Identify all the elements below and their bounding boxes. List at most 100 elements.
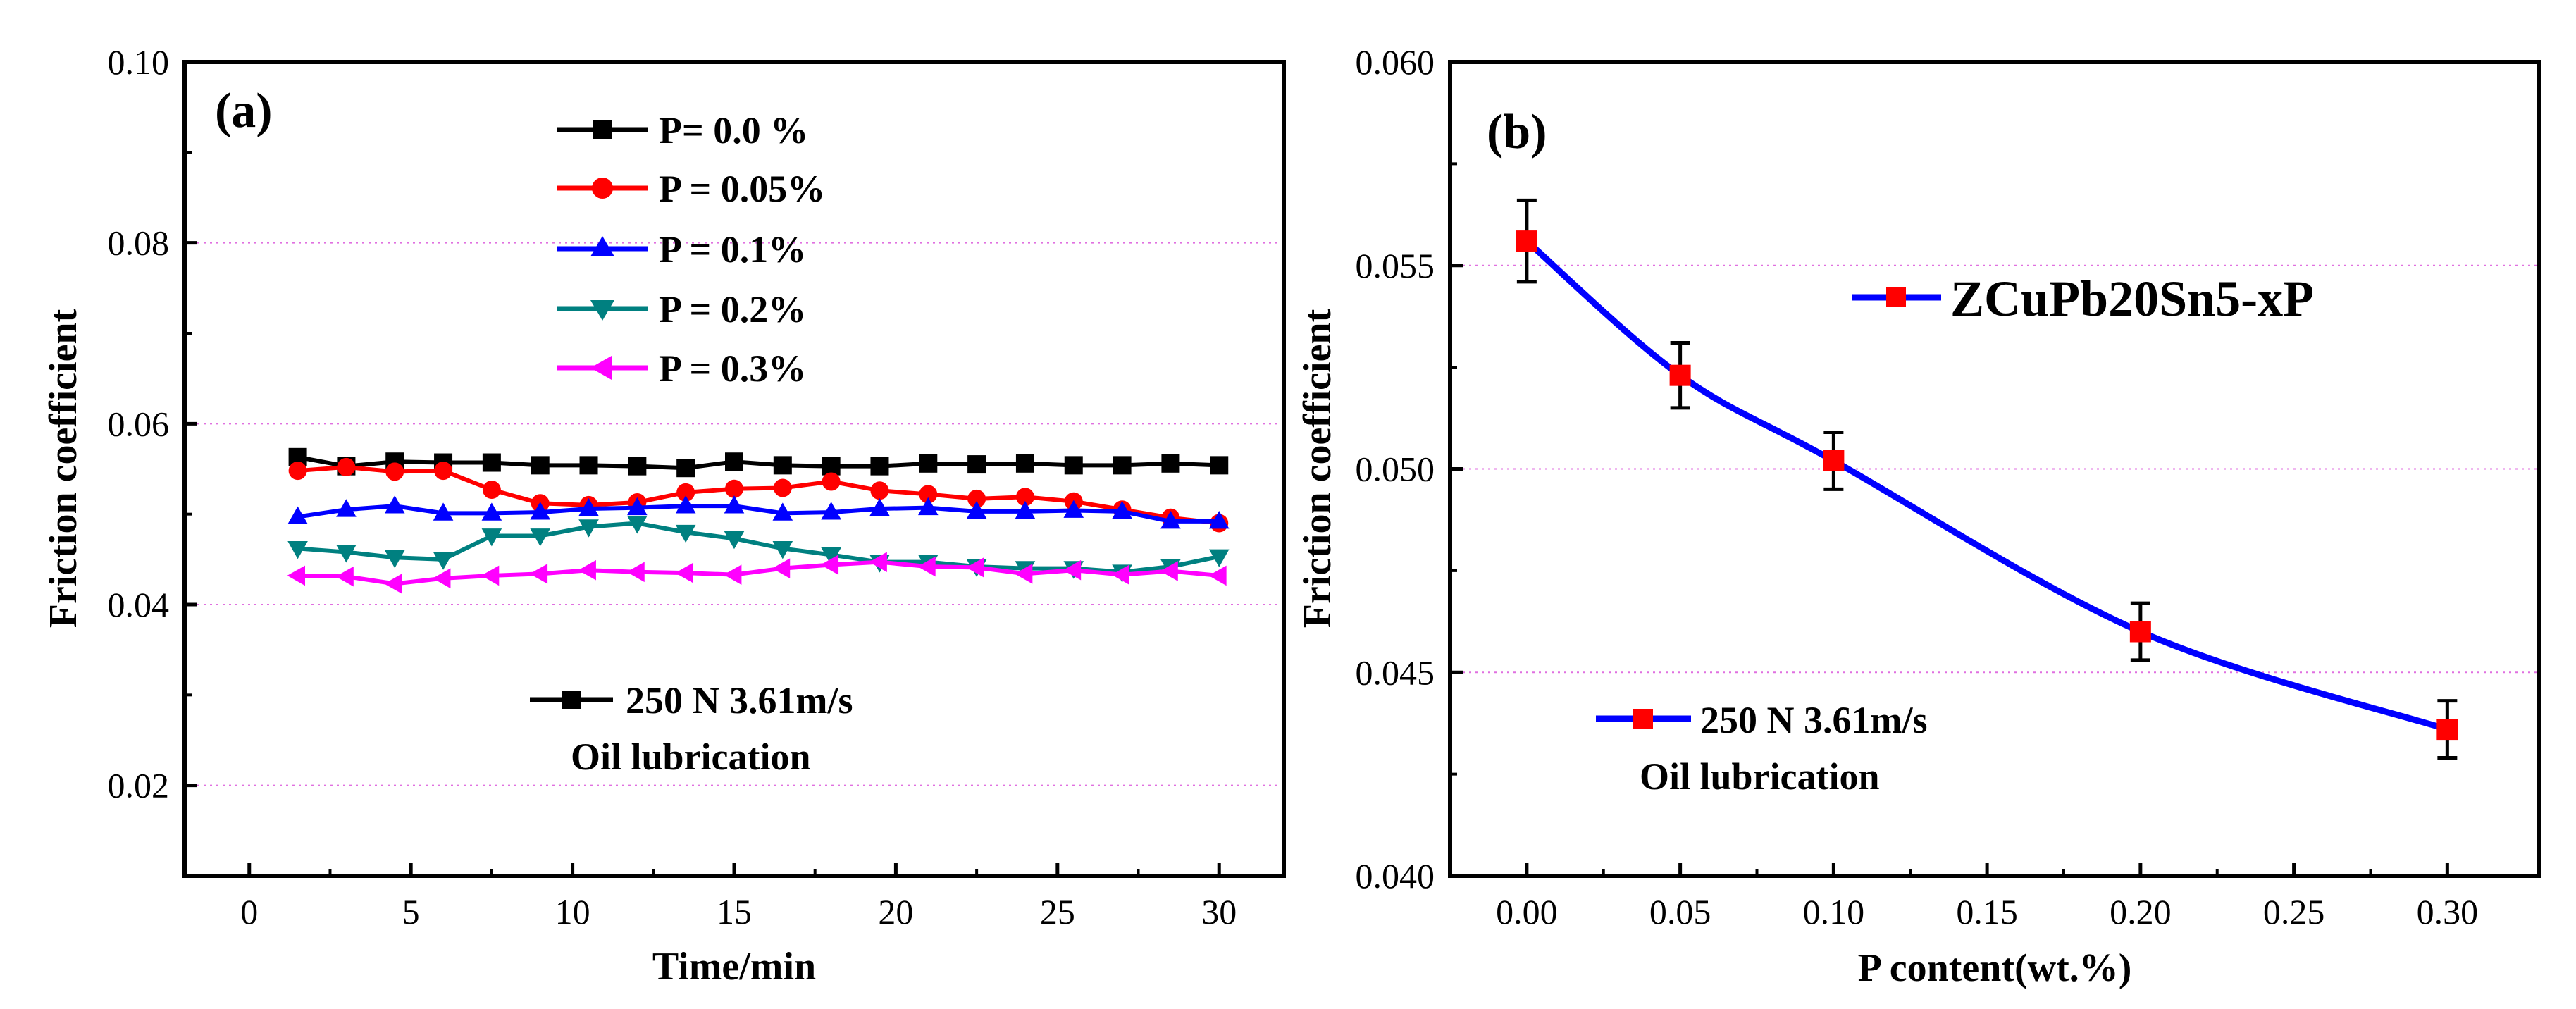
legend-entry-p-03: P = 0.3% bbox=[557, 347, 806, 390]
a-point-p-0-3-0 bbox=[287, 565, 305, 586]
a-point-p-0-1-2 bbox=[384, 495, 405, 514]
a-point-p-0-1-12 bbox=[869, 498, 890, 516]
a-point-p-0-0-5 bbox=[531, 456, 550, 475]
legend-label-p-01: P = 0.1% bbox=[659, 228, 806, 271]
b-x-tick-label-0-00: 0.00 bbox=[1496, 892, 1558, 931]
b-test-condition-annotation: 250 N 3.61m/s Oil lubrication bbox=[1596, 699, 1928, 798]
b-x-tick-label-0-30: 0.30 bbox=[2417, 892, 2479, 931]
a-x-tick-label-20: 20 bbox=[878, 892, 913, 931]
b-point-0 bbox=[1516, 230, 1537, 252]
a-point-p-0-0-10 bbox=[773, 456, 792, 475]
a-point-p-0-0-17 bbox=[1113, 456, 1132, 475]
b-gridlines bbox=[1450, 264, 2539, 674]
a-point-p-0-3-17 bbox=[1111, 564, 1129, 585]
a-point-p-0-3-7 bbox=[626, 562, 645, 583]
legend-label-p-02: P = 0.2% bbox=[659, 288, 806, 330]
a-x-tick-label-30: 30 bbox=[1201, 892, 1237, 931]
a-point-p-0-1-0 bbox=[287, 506, 308, 524]
a-point-p-0-2-6 bbox=[578, 519, 599, 538]
a-point-p-0-0-14 bbox=[967, 455, 986, 474]
a-x-tick-label-10: 10 bbox=[555, 892, 590, 931]
a-point-p-0-2-9 bbox=[724, 531, 745, 550]
a-point-p-0-1-3 bbox=[433, 502, 454, 521]
legend-entry-p-0: P= 0.0 % bbox=[557, 109, 808, 151]
a-point-p-0-2-8 bbox=[675, 524, 696, 543]
a-point-p-0-1-9 bbox=[724, 495, 745, 514]
a-y-tick-label-0-10: 0.10 bbox=[108, 42, 170, 82]
a-point-p-0-3-6 bbox=[578, 559, 596, 581]
a-y-tick-label-0-08: 0.08 bbox=[108, 223, 170, 263]
a-point-p-0-0-15 bbox=[1015, 454, 1034, 473]
a-point-p-0-2-10 bbox=[772, 541, 793, 559]
b-series-line-zcupb20sn5-xp bbox=[1524, 238, 2448, 733]
b-point-4 bbox=[2436, 719, 2458, 741]
a-point-p-0-3-10 bbox=[772, 558, 791, 578]
a-point-p-0-3-18 bbox=[1160, 561, 1178, 581]
b-x-tick-label-0-05: 0.05 bbox=[1649, 892, 1711, 931]
a-point-p-0-3-16 bbox=[1063, 559, 1082, 581]
b-annotation-lubrication: Oil lubrication bbox=[1640, 755, 1880, 798]
b-annotation-load-speed: 250 N 3.61m/s bbox=[1700, 699, 1928, 741]
b-x-axis-title: P content(wt.%) bbox=[1858, 946, 2132, 990]
a-point-p-0-2-19 bbox=[1208, 549, 1230, 567]
a-point-p-0-1-15 bbox=[1015, 500, 1036, 519]
legend-entry-p-02: P = 0.2% bbox=[557, 288, 806, 330]
a-annotation-load-speed: 250 N 3.61m/s bbox=[626, 679, 853, 722]
legend-entry-p-005: P = 0.05% bbox=[557, 168, 825, 210]
a-series-p-0-3 bbox=[287, 552, 1227, 594]
a-point-p-0-0-6 bbox=[579, 456, 598, 475]
a-point-p-0-2-7 bbox=[627, 516, 648, 534]
a-annotation-lubrication: Oil lubrication bbox=[571, 736, 811, 778]
a-point-p-0-05-11 bbox=[822, 472, 841, 491]
a-point-p-0-05-1 bbox=[337, 457, 356, 476]
a-point-p-0-3-8 bbox=[675, 562, 693, 583]
b-x-axis: 0.00 0.05 0.10 0.15 0.20 0.25 0.30 bbox=[1496, 863, 2478, 931]
a-point-p-0-0-19 bbox=[1210, 456, 1229, 475]
a-point-p-0-3-2 bbox=[384, 574, 402, 594]
b-series-group bbox=[1516, 198, 2458, 760]
legend-label-p-005: P = 0.05% bbox=[659, 168, 825, 210]
b-y-axis-title: Friction coefficient bbox=[1296, 309, 1339, 628]
panel-b: 0.00 0.05 0.10 0.15 0.20 0.25 0.30 0.0400.0450… bbox=[1296, 42, 2541, 990]
a-y-axis: 0.02 0.04 0.06 0.08 0.10 bbox=[108, 42, 197, 805]
a-legend: P= 0.0 % P = 0.05% P = 0.1% P = 0.2% P = bbox=[557, 109, 825, 390]
a-point-p-0-0-11 bbox=[822, 457, 841, 476]
a-point-p-0-05-3 bbox=[434, 462, 453, 481]
a-point-p-0-3-4 bbox=[481, 565, 500, 586]
a-point-p-0-3-1 bbox=[335, 566, 354, 587]
a-point-p-0-1-13 bbox=[917, 497, 939, 516]
a-point-p-0-0-13 bbox=[919, 454, 938, 473]
b-y-tick-label-0-055: 0.055 bbox=[1356, 246, 1435, 285]
b-x-tick-label-0-10: 0.10 bbox=[1803, 892, 1865, 931]
a-y-axis-title: Friction coefficient bbox=[42, 309, 85, 628]
a-point-p-0-3-19 bbox=[1208, 565, 1227, 586]
a-series-line-p-0-1 bbox=[297, 504, 1220, 524]
a-point-p-0-3-9 bbox=[724, 564, 742, 585]
a-point-p-0-1-17 bbox=[1112, 500, 1132, 519]
a-point-p-0-2-2 bbox=[384, 550, 405, 569]
a-x-tick-label-25: 25 bbox=[1040, 892, 1075, 931]
a-point-p-0-1-7 bbox=[627, 497, 648, 516]
legend-entry-p-01: P = 0.1% bbox=[557, 228, 806, 271]
a-point-p-0-2-3 bbox=[433, 552, 454, 570]
a-series-p-0-05 bbox=[288, 457, 1229, 533]
a-point-p-0-05-2 bbox=[385, 462, 404, 481]
a-point-p-0-2-5 bbox=[530, 528, 551, 547]
a-point-p-0-05-13 bbox=[919, 485, 938, 504]
a-point-p-0-1-4 bbox=[481, 502, 502, 521]
a-y-tick-label-0-02: 0.02 bbox=[108, 766, 170, 805]
a-point-p-0-05-8 bbox=[676, 483, 695, 502]
a-test-condition-annotation: 250 N 3.61m/s Oil lubrication bbox=[530, 679, 853, 778]
a-point-p-0-3-5 bbox=[529, 564, 548, 584]
a-x-tick-label-0: 0 bbox=[240, 892, 258, 931]
a-point-p-0-0-16 bbox=[1064, 456, 1083, 475]
a-point-p-0-0-4 bbox=[482, 453, 501, 472]
a-point-p-0-1-16 bbox=[1063, 500, 1084, 518]
a-point-p-0-3-15 bbox=[1014, 564, 1033, 584]
a-point-p-0-3-3 bbox=[433, 568, 451, 589]
legend-label-p-03: P = 0.3% bbox=[659, 347, 806, 390]
a-point-p-0-2-4 bbox=[481, 528, 502, 547]
a-point-p-0-3-13 bbox=[917, 556, 936, 577]
b-x-tick-label-0-20: 0.20 bbox=[2110, 892, 2172, 931]
a-point-p-0-05-4 bbox=[482, 481, 501, 500]
